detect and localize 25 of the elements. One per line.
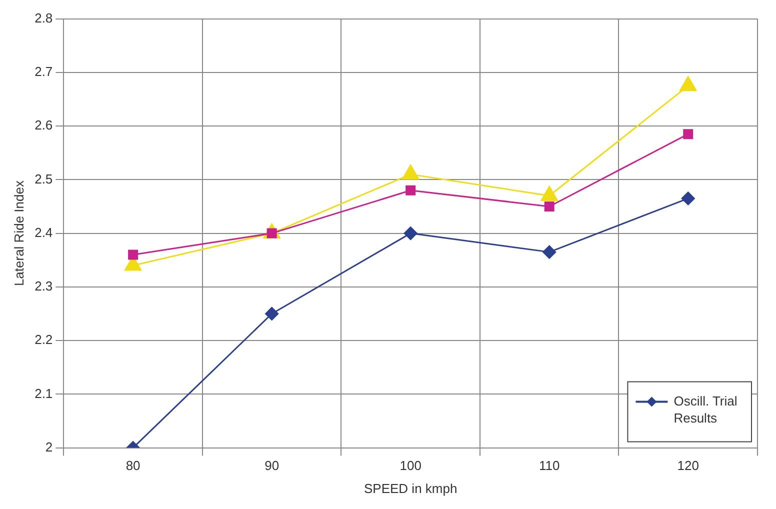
x-axis-title: SPEED in kmph — [364, 480, 458, 496]
x-tick-label: 120 — [677, 458, 699, 474]
legend-label: Oscill. Trial Results — [674, 393, 738, 426]
y-tick-label: 2.6 — [34, 118, 53, 133]
y-tick-label: 2.3 — [34, 278, 53, 294]
x-tick-label: 90 — [264, 458, 280, 474]
y-axis-title: Lateral Ride Index — [11, 180, 26, 286]
y-tick-label: 2.1 — [34, 386, 53, 401]
point — [128, 250, 138, 260]
x-tick-label: 100 — [400, 458, 422, 474]
point — [542, 245, 556, 259]
x-tick-label: 110 — [538, 458, 560, 474]
point — [265, 306, 279, 320]
y-tick-label: 2.4 — [34, 224, 53, 240]
point — [681, 192, 695, 206]
point — [404, 226, 418, 240]
point — [406, 185, 416, 196]
point — [683, 129, 694, 140]
y-tick-label: 2.2 — [34, 332, 53, 348]
y-tick-label: 2 — [45, 439, 53, 454]
y-tick-label: 2.8 — [34, 10, 53, 26]
y-tick-label: 2.7 — [34, 64, 53, 80]
point — [544, 201, 554, 212]
x-tick-label: 80 — [126, 458, 140, 474]
y-tick-label: 2.5 — [34, 171, 53, 186]
